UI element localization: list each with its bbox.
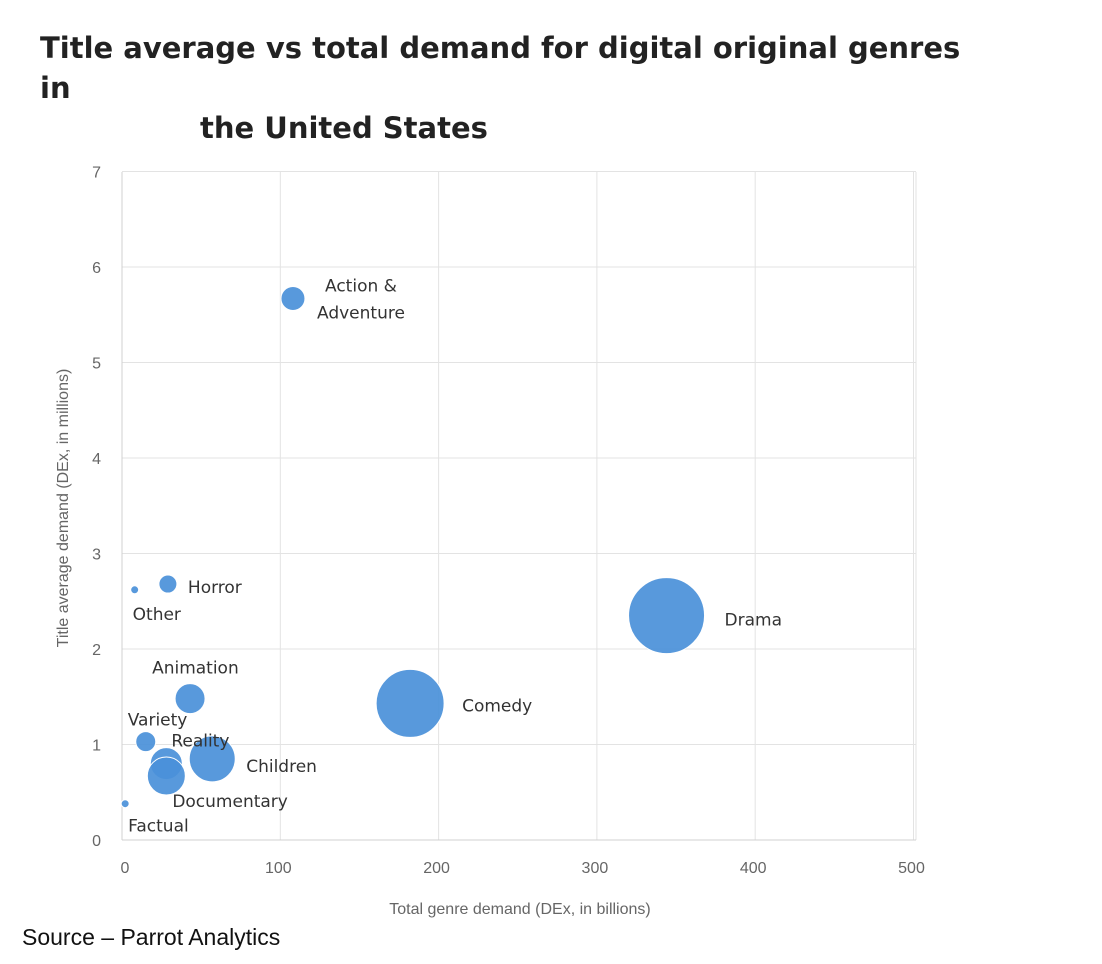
x-tick-label: 200 — [423, 860, 450, 877]
bubble — [130, 585, 140, 595]
point-label: Factual — [128, 817, 189, 837]
point-labels: Action & Adventure Horror Other Drama Animati… — [128, 277, 782, 837]
chart-title-line-2: the United States — [200, 111, 488, 145]
bubble — [375, 668, 445, 738]
bubble — [120, 799, 130, 809]
bubble — [158, 574, 178, 594]
bubble — [280, 286, 306, 312]
grid — [122, 171, 917, 840]
axes — [121, 172, 916, 841]
y-tick-label: 1 — [92, 738, 101, 755]
bubble — [628, 577, 706, 655]
bubble — [146, 756, 186, 796]
chart-title: Title average vs total demand for digita… — [40, 28, 1000, 148]
point-label: Children — [246, 757, 317, 777]
x-tick-label: 300 — [582, 860, 609, 877]
data-points — [120, 286, 706, 809]
y-tick-label: 2 — [92, 642, 101, 659]
point-label: Horror — [188, 578, 242, 598]
x-tick-label: 500 — [898, 860, 925, 877]
y-tick-label: 0 — [92, 833, 101, 850]
point-label: Reality — [171, 732, 229, 752]
point-label: Variety — [128, 711, 188, 731]
point-label: Comedy — [462, 696, 532, 716]
source-note: Source – Parrot Analytics — [22, 924, 281, 950]
x-tick-label: 100 — [265, 860, 292, 877]
y-tick-label: 5 — [92, 356, 101, 373]
y-axis-label: Title average demand (DEx, in millions) — [55, 369, 72, 648]
x-tick-label: 0 — [121, 860, 130, 877]
x-axis-label: Total genre demand (DEx, in billions) — [389, 901, 650, 918]
y-tick-label: 4 — [92, 451, 101, 468]
point-label: Documentary — [172, 792, 288, 812]
y-tick-label: 7 — [92, 165, 101, 182]
y-tick-label: 6 — [92, 260, 101, 277]
tick-labels: 0 1 2 3 4 5 6 7 0 100 200 300 400 500 — [92, 165, 925, 878]
bubble — [174, 683, 206, 715]
bubble — [135, 731, 157, 753]
chart-title-line-1: Title average vs total demand for digita… — [40, 31, 961, 105]
x-tick-label: 400 — [740, 860, 767, 877]
point-label: Action & Adventure — [317, 277, 405, 324]
point-label: Other — [133, 605, 181, 625]
point-label: Animation — [152, 659, 239, 679]
bubble — [188, 735, 236, 783]
point-label: Drama — [725, 611, 782, 631]
y-tick-label: 3 — [92, 547, 101, 564]
